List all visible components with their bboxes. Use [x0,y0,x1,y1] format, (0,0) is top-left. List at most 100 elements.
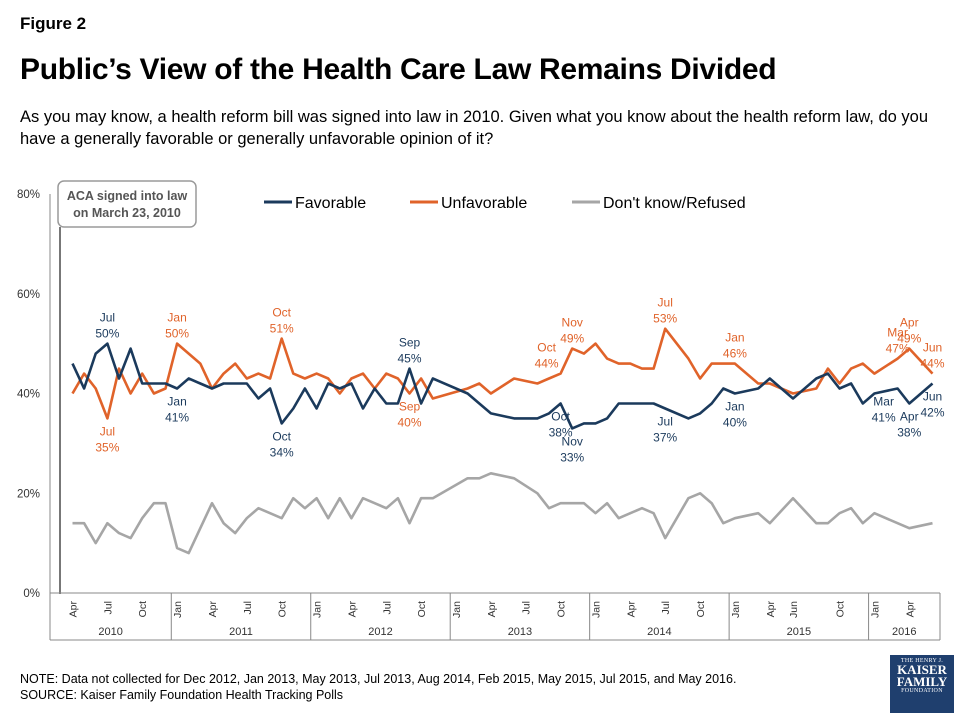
data-label-month: Jun [923,341,942,355]
x-tick-label: Jan [451,601,463,618]
x-tick-label: Jan [869,601,881,618]
legend: Favorable Unfavorable Don't know/Refused [264,195,746,212]
x-tick-label: Oct [137,601,149,617]
data-label-month: Mar [873,395,894,409]
data-label-month: Jan [167,311,186,325]
data-label-value: 37% [653,430,677,444]
legend-label-dontknow: Don't know/Refused [603,195,746,212]
data-label-value: 47% [886,342,910,356]
y-tick-label: 60% [17,289,40,301]
y-tick-label: 0% [23,588,40,600]
chart-subtitle: As you may know, a health reform bill wa… [20,108,928,148]
data-label-month: Jan [725,400,744,414]
data-label-value: 44% [535,357,559,371]
x-tick-label: Apr [904,601,916,618]
logo-line-2: KAISER [897,662,947,677]
data-label-month: Jul [100,424,115,438]
data-label-value: 49% [560,332,584,346]
data-label-value: 44% [920,357,944,371]
data-label-value: 49% [897,332,921,346]
footer-source: SOURCE: Kaiser Family Foundation Health … [20,688,344,702]
x-tick-label: Jul [102,601,114,614]
x-tick-label: Oct [695,601,707,617]
line-chart: ACA signed into law on March 23, 2010 Fa… [17,180,945,641]
x-tick-label: Oct [277,601,289,617]
footer-note: NOTE: Data not collected for Dec 2012, J… [20,672,737,686]
year-label: 2015 [787,626,811,638]
x-tick-label: Jul [521,601,533,614]
data-label-value: 35% [95,440,119,454]
data-label-month: Nov [562,316,583,330]
x-tick-label: Oct [835,601,847,617]
data-label-month: Jun [923,390,942,404]
x-tick-label: Jan [730,601,742,618]
annotation-line-2: on March 23, 2010 [73,206,181,220]
data-label-month: Jul [658,414,673,428]
year-label: 2010 [98,626,122,638]
y-tick-label: 40% [17,389,40,401]
year-label: 2016 [892,626,916,638]
data-labels: Jul50%Jan41%Oct34%Sep45%Oct38%Nov33%Jul3… [95,296,944,465]
year-label: 2013 [508,626,532,638]
series-line-dontknow [72,472,933,555]
data-label-month: Mar [887,326,908,340]
data-label-value: 38% [549,425,573,439]
data-label-month: Oct [272,429,291,443]
logo-line-4: FOUNDATION [901,688,943,694]
data-label-value: 53% [653,312,677,326]
series-lines [71,327,934,555]
data-label-month: Jul [100,311,115,325]
data-label-value: 50% [165,327,189,341]
legend-label-unfavorable: Unfavorable [441,195,527,212]
x-tick-label: Jun [788,601,800,618]
data-label-value: 41% [165,411,189,425]
logo-line-3: FAMILY [896,674,948,689]
x-tick-label: Jul [381,601,393,614]
data-label-value: 51% [270,322,294,336]
x-tick-label: Jan [312,601,324,618]
data-label-value: 41% [872,411,896,425]
x-tick-label: Apr [625,601,637,618]
data-label-month: Nov [562,434,583,448]
footer: NOTE: Data not collected for Dec 2012, J… [20,671,736,703]
x-tick-label: Apr [346,601,358,618]
data-label-month: Jan [167,395,186,409]
x-tick-label: Apr [765,601,777,618]
data-label-month: Jul [658,296,673,310]
data-label-month: Oct [272,306,291,320]
figure-label: Figure 2 [20,14,87,33]
data-label-value: 33% [560,450,584,464]
data-label-value: 45% [398,352,422,366]
year-label: 2012 [368,626,392,638]
data-label-month: Apr [900,316,919,330]
year-label: 2014 [647,626,671,638]
annotation-line-1: ACA signed into law [67,189,188,203]
data-label-month: Apr [900,409,919,423]
data-label-month: Oct [551,409,570,423]
y-tick-label: 80% [17,189,40,201]
data-label-value: 38% [897,425,921,439]
x-tick-label: Jul [242,601,254,614]
x-tick-label: Apr [486,601,498,618]
data-label-value: 40% [398,416,422,430]
x-tick-label: Jul [660,601,672,614]
series-line-favorable [71,342,934,430]
data-label-month: Sep [399,336,421,350]
data-label-month: Oct [537,341,556,355]
y-tick-label: 20% [17,488,40,500]
data-label-value: 34% [270,445,294,459]
data-label-value: 40% [723,416,747,430]
x-tick-label: Jan [590,601,602,618]
x-tick-label: Apr [207,601,219,618]
logo-line-1: THE HENRY J. [900,658,944,664]
data-label-month: Sep [399,400,421,414]
x-tick-label: Apr [68,601,80,618]
data-label-value: 46% [723,347,747,361]
data-label-value: 50% [95,327,119,341]
data-label-month: Jan [725,331,744,345]
x-tick-label: Jan [172,601,184,618]
legend-label-favorable: Favorable [295,195,366,212]
annotation-box [57,180,197,228]
year-label: 2011 [229,626,253,638]
kff-logo: THE HENRY J. KAISER FAMILY FOUNDATION [890,655,954,713]
